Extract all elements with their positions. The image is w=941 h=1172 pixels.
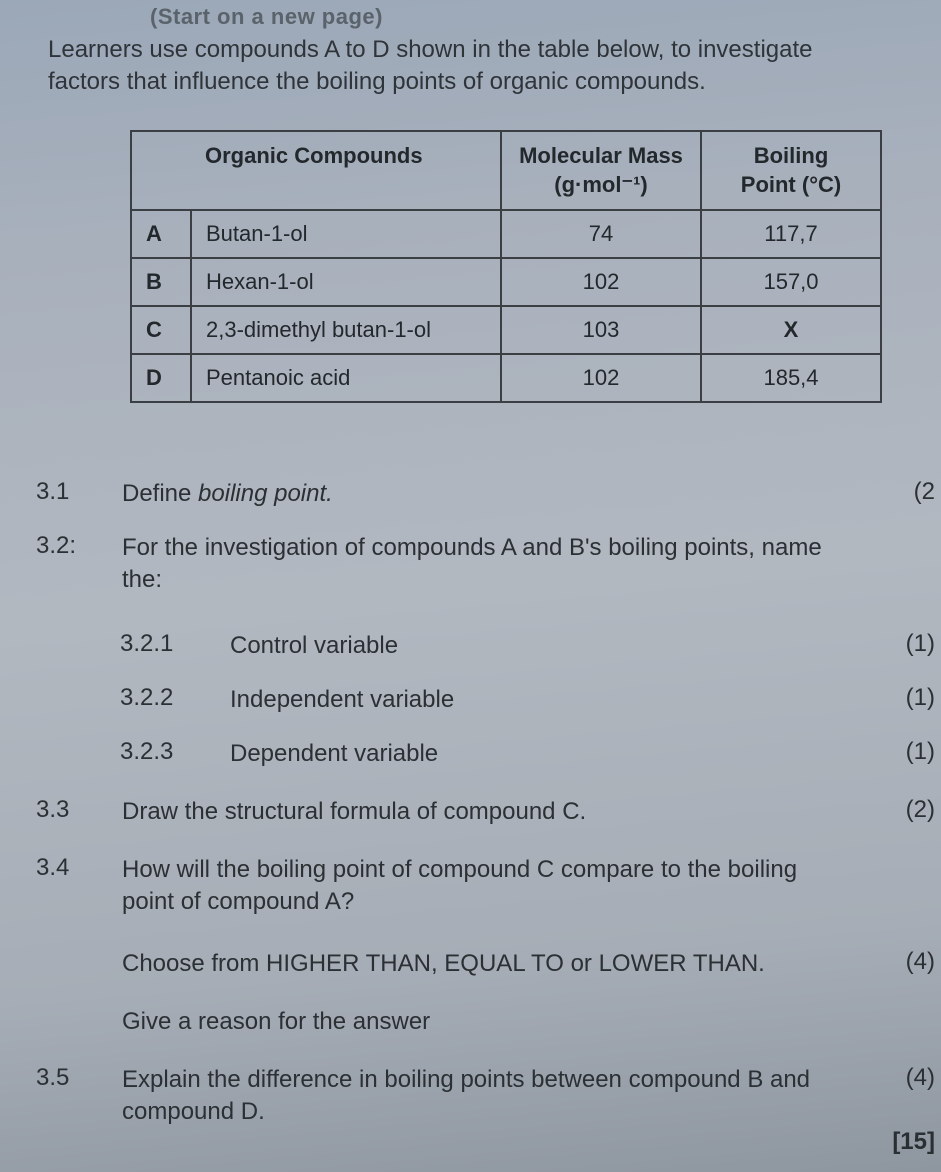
question-3-5: 3.5 Explain the difference in boiling po…: [36, 1064, 941, 1129]
q31-term: boiling point.: [198, 480, 333, 507]
question-number: 3.2.2: [120, 684, 230, 712]
question-marks: (1): [887, 684, 941, 712]
table-header-bp: Boiling Point (°C): [701, 131, 881, 210]
row-name: Hexan-1-ol: [191, 258, 501, 306]
q31-prefix: Define: [122, 480, 198, 507]
question-3-2-2: 3.2.2 Independent variable (1): [120, 684, 941, 716]
question-marks: (2): [887, 796, 941, 824]
question-number: 3.2.3: [120, 738, 230, 766]
row-letter: A: [131, 210, 191, 258]
question-marks: (4): [887, 1064, 941, 1092]
row-letter: C: [131, 306, 191, 354]
bp-header-l1: Boiling: [754, 143, 829, 168]
table-header-row: Organic Compounds Molecular Mass (g·mol⁻…: [131, 131, 881, 210]
question-number: 3.4: [36, 854, 122, 882]
row-mass: 103: [501, 306, 701, 354]
intro-paragraph: Learners use compounds A to D shown in t…: [48, 34, 923, 99]
question-marks: (1): [887, 738, 941, 766]
intro-line-2: factors that influence the boiling point…: [48, 66, 923, 98]
question-text: Explain the difference in boiling points…: [122, 1064, 887, 1129]
row-name: Butan-1-ol: [191, 210, 501, 258]
table-header-compounds: Organic Compounds: [191, 131, 501, 210]
question-marks: (2: [887, 478, 941, 506]
question-3-4: 3.4 How will the boiling point of compou…: [36, 854, 941, 919]
bp-header-l2: Point (°C): [741, 172, 841, 197]
mass-header-l2: (g·mol⁻¹): [554, 172, 647, 197]
row-mass: 74: [501, 210, 701, 258]
question-3-3: 3.3 Draw the structural formula of compo…: [36, 796, 941, 828]
question-3-1: 3.1 Define boiling point. (2: [36, 478, 941, 510]
question-3-2-3: 3.2.3 Dependent variable (1): [120, 738, 941, 770]
question-marks: (4): [887, 948, 941, 976]
question-text: Control variable: [230, 630, 887, 662]
row-name: 2,3-dimethyl butan-1-ol: [191, 306, 501, 354]
question-text: Independent variable: [230, 684, 887, 716]
question-text: For the investigation of compounds A and…: [122, 532, 887, 597]
table-row: A Butan-1-ol 74 117,7: [131, 210, 881, 258]
question-3-4-choose: Choose from HIGHER THAN, EQUAL TO or LOW…: [36, 948, 941, 980]
row-letter: B: [131, 258, 191, 306]
question-number: 3.5: [36, 1064, 122, 1092]
row-bp: 185,4: [701, 354, 881, 402]
table-row: D Pentanoic acid 102 185,4: [131, 354, 881, 402]
question-number: 3.3: [36, 796, 122, 824]
table-row: C 2,3-dimethyl butan-1-ol 103 X: [131, 306, 881, 354]
row-bp: X: [701, 306, 881, 354]
question-number: 3.2:: [36, 532, 122, 560]
intro-line-1: Learners use compounds A to D shown in t…: [48, 34, 923, 66]
row-mass: 102: [501, 258, 701, 306]
question-3-4-reason: Give a reason for the answer: [36, 1006, 941, 1038]
table-row: B Hexan-1-ol 102 157,0: [131, 258, 881, 306]
row-mass: 102: [501, 354, 701, 402]
question-text: Dependent variable: [230, 738, 887, 770]
section-total: [15]: [892, 1128, 935, 1156]
question-number: 3.1: [36, 478, 122, 506]
row-name: Pentanoic acid: [191, 354, 501, 402]
row-bp: 117,7: [701, 210, 881, 258]
question-marks: (1): [887, 630, 941, 658]
table-header-blank: [131, 131, 191, 210]
question-text: Draw the structural formula of compound …: [122, 796, 887, 828]
question-text: Give a reason for the answer: [122, 1006, 887, 1038]
question-3-2-1: 3.2.1 Control variable (1): [120, 630, 941, 662]
row-letter: D: [131, 354, 191, 402]
question-text: Choose from HIGHER THAN, EQUAL TO or LOW…: [122, 948, 887, 980]
table-header-mass: Molecular Mass (g·mol⁻¹): [501, 131, 701, 210]
question-number: 3.2.1: [120, 630, 230, 658]
question-3-2: 3.2: For the investigation of compounds …: [36, 532, 941, 597]
compounds-table: Organic Compounds Molecular Mass (g·mol⁻…: [130, 130, 882, 403]
question-text: Define boiling point.: [122, 478, 887, 510]
question-text: How will the boiling point of compound C…: [122, 854, 887, 919]
page-start-hint: (Start on a new page): [150, 4, 383, 30]
row-bp: 157,0: [701, 258, 881, 306]
mass-header-l1: Molecular Mass: [519, 143, 683, 168]
